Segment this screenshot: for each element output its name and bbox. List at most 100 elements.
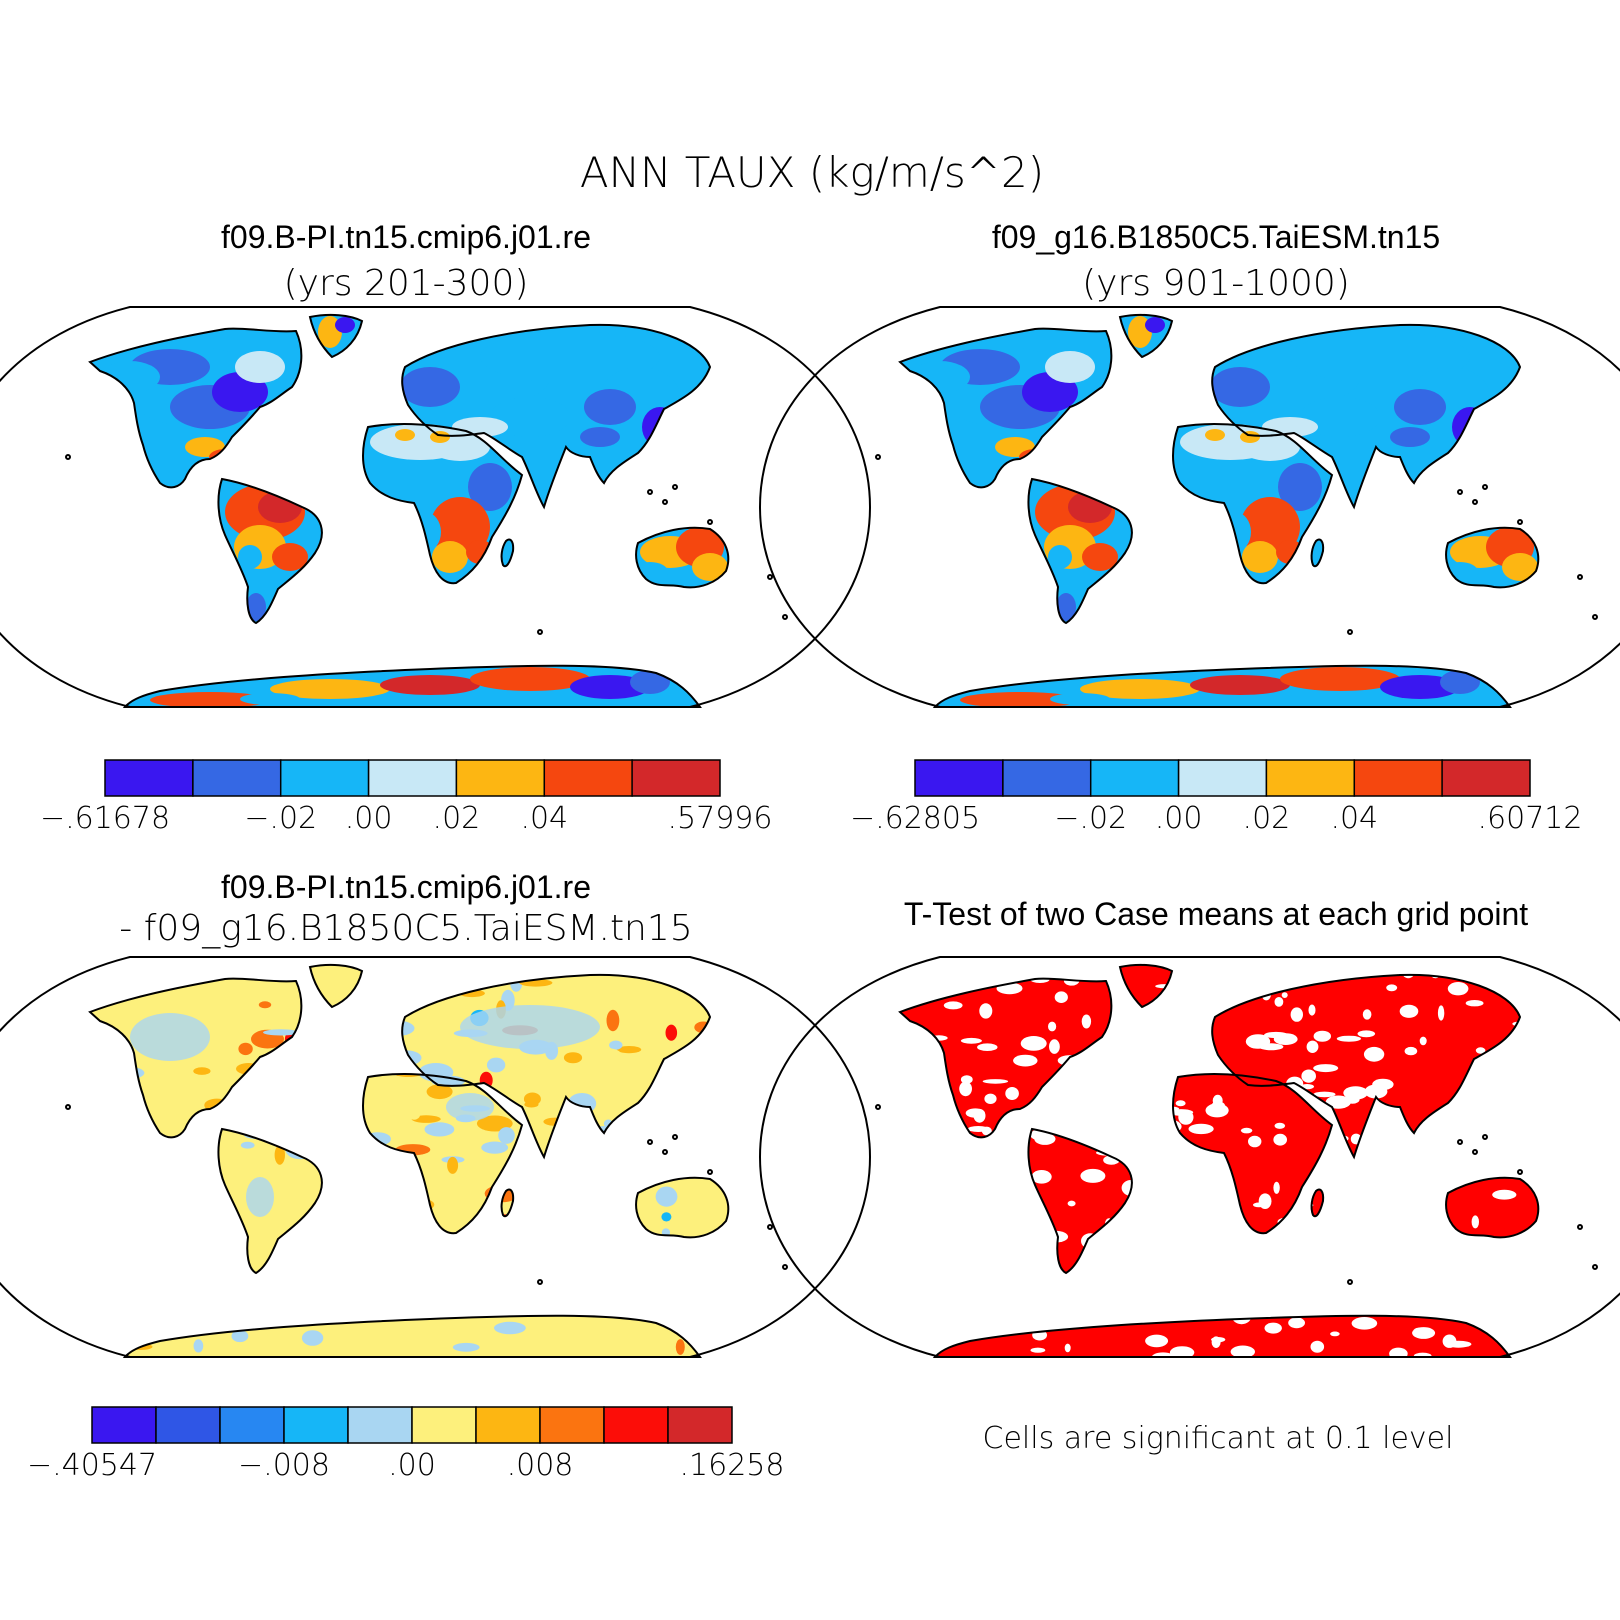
colorbar-tick-label: −.02 <box>1054 801 1127 836</box>
colorbar-panel-2: −.62805 −.02 .00 .02 .04 .60712 <box>850 759 1583 836</box>
colorbar-panel-1: −.61678 −.02 .00 .02 .04 .57996 <box>40 759 773 836</box>
significance-note: Cells are significant at 0.1 level <box>983 1421 1454 1456</box>
island <box>1592 614 1598 620</box>
colorbar-swatch <box>1002 759 1092 797</box>
map-frame <box>0 306 871 708</box>
coastline-eurasia <box>401 973 712 1160</box>
land-fill <box>90 964 729 1357</box>
coastline-northAmerica <box>88 977 303 1139</box>
island <box>1457 489 1463 495</box>
coastline-northAmerica <box>898 327 1113 489</box>
island <box>1472 499 1478 505</box>
coastline-antarctica <box>932 664 1512 708</box>
colorbar-swatch <box>367 759 458 797</box>
colorbar-tick-label: .008 <box>507 1448 574 1483</box>
colorbar-swatch <box>155 1406 221 1444</box>
coastline-greenland <box>1118 313 1174 359</box>
coastline-eurasia <box>1211 973 1522 1160</box>
colorbar-swatch <box>219 1406 285 1444</box>
island <box>65 454 71 460</box>
colorbar-swatch <box>539 1406 605 1444</box>
panel-1-subtitle: (yrs 201-300) <box>284 263 529 304</box>
map-panel-1 <box>0 306 871 708</box>
island <box>662 499 668 505</box>
island <box>1482 484 1488 490</box>
panel-2-subtitle: (yrs 901-1000) <box>1082 263 1350 304</box>
land-fill <box>90 314 729 707</box>
coastline-antarctica <box>932 1314 1512 1358</box>
island <box>1472 1149 1478 1155</box>
island <box>782 614 788 620</box>
colorbar-tick-label: .57996 <box>668 801 773 836</box>
colorbar-tick-label: −.008 <box>238 1448 330 1483</box>
coastline-southAmerica <box>1027 1127 1133 1275</box>
coastline-africa <box>362 423 524 585</box>
coastline-africa <box>362 1073 524 1235</box>
coastline-antarctica <box>122 1314 702 1358</box>
colorbar-tick-label: −.02 <box>244 801 317 836</box>
colorbar-tick-label: .00 <box>345 801 393 836</box>
island <box>537 1279 543 1285</box>
coastline-northAmerica <box>898 977 1113 1139</box>
island <box>1347 1279 1353 1285</box>
panel-2-title: f09_g16.B1850C5.TaiESM.tn15 <box>992 219 1440 255</box>
coastline-southAmerica <box>1027 477 1133 625</box>
colorbar-swatch <box>279 759 370 797</box>
island <box>647 1139 653 1145</box>
colorbar-swatch <box>1089 759 1180 797</box>
island <box>1457 1139 1463 1145</box>
island <box>1517 1169 1523 1175</box>
colorbar-tick-label: .04 <box>1330 801 1378 836</box>
coastline-madagascar <box>1310 1188 1325 1218</box>
colorbar-swatch <box>1353 759 1443 797</box>
colorbar-swatch <box>603 1406 669 1444</box>
island <box>707 519 713 525</box>
island <box>1577 1224 1583 1230</box>
island <box>537 629 543 635</box>
map-frame <box>759 956 1620 1358</box>
coastline-southAmerica <box>217 477 323 625</box>
map-panel-3 <box>0 956 871 1358</box>
map-panel-2 <box>759 306 1620 708</box>
panel-4-title: T-Test of two Case means at each grid po… <box>904 896 1528 932</box>
colorbar-tick-label: −.40547 <box>27 1448 157 1483</box>
island <box>1577 574 1583 580</box>
colorbar-tick-label: .00 <box>1155 801 1203 836</box>
coastline-australia <box>1445 526 1540 589</box>
coastline-northAmerica <box>88 327 303 489</box>
map-frame <box>0 956 871 1358</box>
map-panel-4 <box>759 956 1620 1358</box>
coastline-eurasia <box>1211 323 1522 510</box>
colorbar-swatch <box>347 1406 413 1444</box>
island <box>672 484 678 490</box>
coastline-greenland <box>1118 963 1174 1009</box>
colorbar-tick-label: .60712 <box>1478 801 1583 836</box>
colorbar-swatch <box>104 759 194 797</box>
island <box>65 1104 71 1110</box>
coastline-australia <box>635 1176 730 1239</box>
coastline-antarctica <box>122 664 702 708</box>
colorbar-tick-label: .04 <box>520 801 568 836</box>
colorbar-swatch <box>667 1406 733 1444</box>
main-title: ANN TAUX (kg/m/s^2) <box>580 148 1044 197</box>
island <box>672 1134 678 1140</box>
colorbar-tick-label: −.62805 <box>850 801 980 836</box>
coastline-australia <box>1445 1176 1540 1239</box>
panel-1-title: f09.B-PI.tn15.cmip6.j01.re <box>221 219 591 255</box>
coastline-madagascar <box>500 1188 515 1218</box>
colorbar-swatch <box>455 759 546 797</box>
island <box>662 1149 668 1155</box>
panel-3-title: f09.B-PI.tn15.cmip6.j01.re <box>221 869 591 905</box>
island <box>647 489 653 495</box>
colorbar-swatch <box>192 759 282 797</box>
map-frame <box>759 306 1620 708</box>
coastline-australia <box>635 526 730 589</box>
colorbar-panel-3: −.40547 −.008 .00 .008 .16258 <box>27 1406 784 1483</box>
colorbar-swatch <box>1265 759 1356 797</box>
colorbar-swatch <box>475 1406 541 1444</box>
island <box>1517 519 1523 525</box>
panel-3-subtitle: - f09_g16.B1850C5.TaiESM.tn15 <box>119 908 692 949</box>
coastline-greenland <box>308 963 364 1009</box>
